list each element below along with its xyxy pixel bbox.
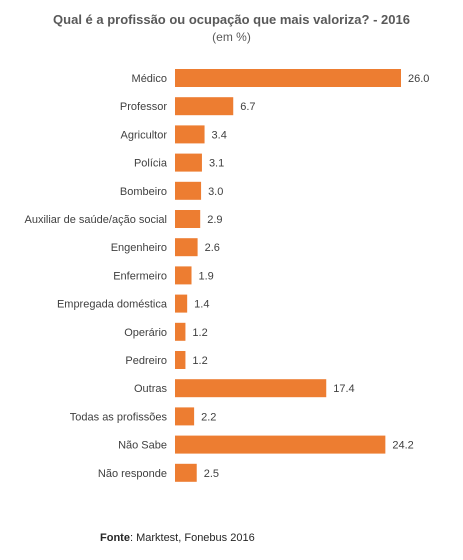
category-label: Polícia: [134, 158, 168, 170]
bar: [175, 238, 198, 257]
data-label: 2.9: [207, 214, 222, 226]
bar: [175, 407, 195, 426]
bar: [175, 153, 202, 172]
bar-chart: Médico 26.0 Professor 6.7 Agricultor 3.4 Políc…: [25, 69, 429, 482]
data-label: 1.4: [194, 299, 209, 311]
bar: [175, 266, 192, 285]
category-label: Operário: [124, 327, 167, 339]
data-label: 24.2: [392, 440, 413, 452]
data-label: 2.2: [201, 411, 216, 423]
category-label: Agricultor: [121, 129, 168, 141]
chart-subtitle: (em %): [212, 30, 251, 44]
category-label: Professor: [120, 101, 167, 113]
bar: [175, 210, 201, 228]
chart-title: Qual é a profissão ou ocupação que mais …: [53, 12, 410, 27]
data-label: 6.7: [240, 101, 255, 113]
data-label: 1.2: [192, 327, 207, 339]
source-note: Fonte: Marktest, Fonebus 2016: [100, 532, 255, 544]
data-label: 26.0: [408, 73, 429, 85]
bar: [175, 322, 186, 341]
data-label: 3.0: [208, 186, 223, 198]
bar: [175, 294, 188, 313]
category-label: Todas as profissões: [70, 411, 168, 423]
category-label: Engenheiro: [111, 242, 167, 254]
data-label: 1.9: [199, 270, 214, 282]
category-label: Médico: [132, 73, 167, 85]
data-label: 3.4: [212, 129, 227, 141]
bar: [175, 463, 197, 482]
data-label: 1.2: [192, 355, 207, 367]
bar: [175, 97, 234, 116]
source-text: : Marktest, Fonebus 2016: [129, 532, 255, 544]
data-label: 3.1: [209, 158, 224, 170]
category-label: Pedreiro: [125, 355, 167, 367]
category-label: Outras: [134, 383, 168, 395]
bar: [175, 181, 202, 200]
bar: [175, 379, 327, 398]
bar: [175, 69, 401, 87]
data-label: 2.6: [205, 242, 220, 254]
category-label: Não Sabe: [118, 440, 167, 452]
bar: [175, 125, 205, 144]
category-label: Enfermeiro: [113, 270, 167, 282]
source-label: Fonte: [100, 532, 130, 544]
category-label: Empregada doméstica: [57, 299, 168, 311]
category-label: Não responde: [98, 468, 167, 480]
data-label: 2.5: [204, 468, 219, 480]
category-label: Bombeiro: [120, 186, 167, 198]
data-label: 17.4: [333, 383, 354, 395]
bar: [175, 351, 186, 369]
category-label: Auxiliar de saúde/ação social: [25, 214, 167, 226]
bar: [175, 435, 386, 454]
